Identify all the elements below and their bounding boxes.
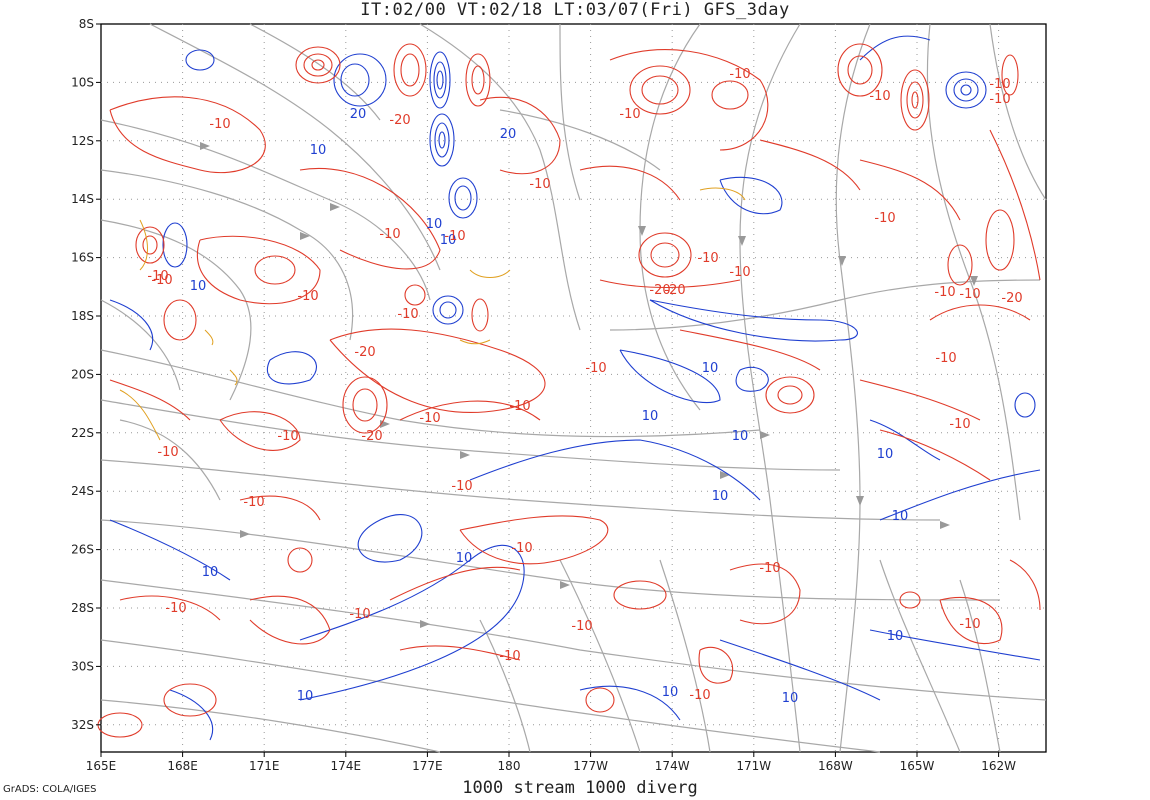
contour-label: -10 bbox=[729, 265, 750, 280]
contour-label: 10 bbox=[642, 409, 659, 424]
contour-label: -10 bbox=[935, 351, 956, 366]
contour-label: -10 bbox=[419, 411, 440, 426]
contour-label: -10 bbox=[509, 399, 530, 414]
contour-label: -10 bbox=[619, 107, 640, 122]
contour-label: -10 bbox=[571, 619, 592, 634]
lat-tick-label: 28S bbox=[71, 601, 94, 615]
contour-label: -10 bbox=[989, 77, 1010, 92]
contour-label: -10 bbox=[147, 269, 168, 284]
contour-label: -10 bbox=[934, 285, 955, 300]
contour-label: -20 bbox=[1001, 291, 1022, 306]
lat-tick-label: 14S bbox=[71, 192, 94, 206]
lat-tick-label: 22S bbox=[71, 426, 94, 440]
contour-label: -10 bbox=[243, 495, 264, 510]
lat-tick-label: 32S bbox=[71, 718, 94, 732]
contour-label: 10 bbox=[310, 143, 327, 158]
contour-label: -20 bbox=[664, 283, 685, 298]
moisture-contours bbox=[119, 187, 746, 441]
stream-arrows bbox=[200, 142, 978, 628]
contour-label: 10 bbox=[297, 689, 314, 704]
lat-tick-label: 10S bbox=[71, 75, 94, 89]
lon-tick-label: 162W bbox=[981, 759, 1016, 773]
contour-label: -10 bbox=[151, 273, 172, 288]
plot-frame bbox=[100, 23, 1047, 753]
grads-credit: GrADS: COLA/IGES bbox=[3, 784, 97, 795]
contour-label: 10 bbox=[887, 629, 904, 644]
lat-tick-label: 26S bbox=[71, 543, 94, 557]
contour-label: 20 bbox=[500, 127, 517, 142]
lat-tick-label: 16S bbox=[71, 251, 94, 265]
contour-label: -20 bbox=[361, 429, 382, 444]
lat-tick-label: 18S bbox=[71, 309, 94, 323]
contour-label: -10 bbox=[444, 229, 465, 244]
contour-label: -10 bbox=[379, 227, 400, 242]
contour-label: -10 bbox=[397, 307, 418, 322]
chart-title: IT:02/00 VT:02/18 LT:03/07(Fri) GFS_3day bbox=[360, 0, 790, 20]
longitude-axis: 165E 168E 171E 174E 177E 180 177W 174W 171W 168W 1… bbox=[86, 752, 1016, 773]
contour-label: -10 bbox=[959, 617, 980, 632]
contour-label: -10 bbox=[585, 361, 606, 376]
grid-lines bbox=[101, 24, 1046, 752]
contour-label: -10 bbox=[959, 287, 980, 302]
contour-label: 10 bbox=[662, 685, 679, 700]
contour-label: 10 bbox=[732, 429, 749, 444]
contour-label: 10 bbox=[426, 217, 443, 232]
lon-tick-label: 165E bbox=[86, 759, 117, 773]
contour-label: 10 bbox=[190, 279, 207, 294]
contour-label: -20 bbox=[354, 345, 375, 360]
contour-label: 10 bbox=[782, 691, 799, 706]
contour-label: 10 bbox=[877, 447, 894, 462]
contour-label: -10 bbox=[759, 561, 780, 576]
lat-tick-label: 30S bbox=[71, 659, 94, 673]
contour-label: 10 bbox=[456, 551, 473, 566]
contour-label: 10 bbox=[440, 233, 457, 248]
contour-label: 20 bbox=[350, 107, 367, 122]
contour-label: -10 bbox=[277, 429, 298, 444]
contour-label: -10 bbox=[869, 89, 890, 104]
contour-label: -10 bbox=[209, 117, 230, 132]
contour-label: -10 bbox=[874, 211, 895, 226]
contour-label: -10 bbox=[949, 417, 970, 432]
contour-label: -10 bbox=[689, 688, 710, 703]
contour-label: -10 bbox=[451, 479, 472, 494]
contour-label: -10 bbox=[697, 251, 718, 266]
negative-contours bbox=[97, 43, 1041, 738]
lon-tick-label: 168W bbox=[818, 759, 853, 773]
contour-label: -10 bbox=[349, 607, 370, 622]
streamlines bbox=[100, 23, 1047, 753]
contour-label: -10 bbox=[729, 67, 750, 82]
lat-tick-label: 12S bbox=[71, 134, 94, 148]
lat-tick-label: 8S bbox=[79, 17, 94, 31]
contour-label: -20 bbox=[649, 283, 670, 298]
contour-label: -10 bbox=[157, 445, 178, 460]
lon-tick-label: 168E bbox=[167, 759, 198, 773]
contour-label: -10 bbox=[297, 289, 318, 304]
lat-tick-label: 20S bbox=[71, 367, 94, 381]
contour-label: -10 bbox=[529, 177, 550, 192]
lon-tick-label: 177W bbox=[573, 759, 608, 773]
lon-tick-label: 180 bbox=[498, 759, 521, 773]
contour-label: 10 bbox=[892, 509, 909, 524]
contour-label: 10 bbox=[712, 489, 729, 504]
latitude-axis: 8S 10S 12S 14S 16S 18S 20S 22S 24S 26S 28S 30S 32S bbox=[71, 17, 101, 732]
lon-tick-label: 165W bbox=[900, 759, 935, 773]
lon-tick-label: 174W bbox=[655, 759, 690, 773]
lon-tick-label: 171E bbox=[249, 759, 280, 773]
lon-tick-label: 171W bbox=[736, 759, 771, 773]
lon-tick-label: 177E bbox=[412, 759, 443, 773]
contour-label: 10 bbox=[702, 361, 719, 376]
lon-tick-label: 174E bbox=[331, 759, 362, 773]
positive-contours bbox=[109, 35, 1041, 741]
contour-label: -10 bbox=[499, 649, 520, 664]
lat-tick-label: 24S bbox=[71, 484, 94, 498]
contour-label: -10 bbox=[989, 92, 1010, 107]
contour-label: -10 bbox=[165, 601, 186, 616]
contour-label: -20 bbox=[389, 113, 410, 128]
contour-label: 10 bbox=[202, 565, 219, 580]
chart-subtitle: 1000 stream 1000 diverg bbox=[462, 778, 698, 798]
contour-label: -10 bbox=[511, 541, 532, 556]
